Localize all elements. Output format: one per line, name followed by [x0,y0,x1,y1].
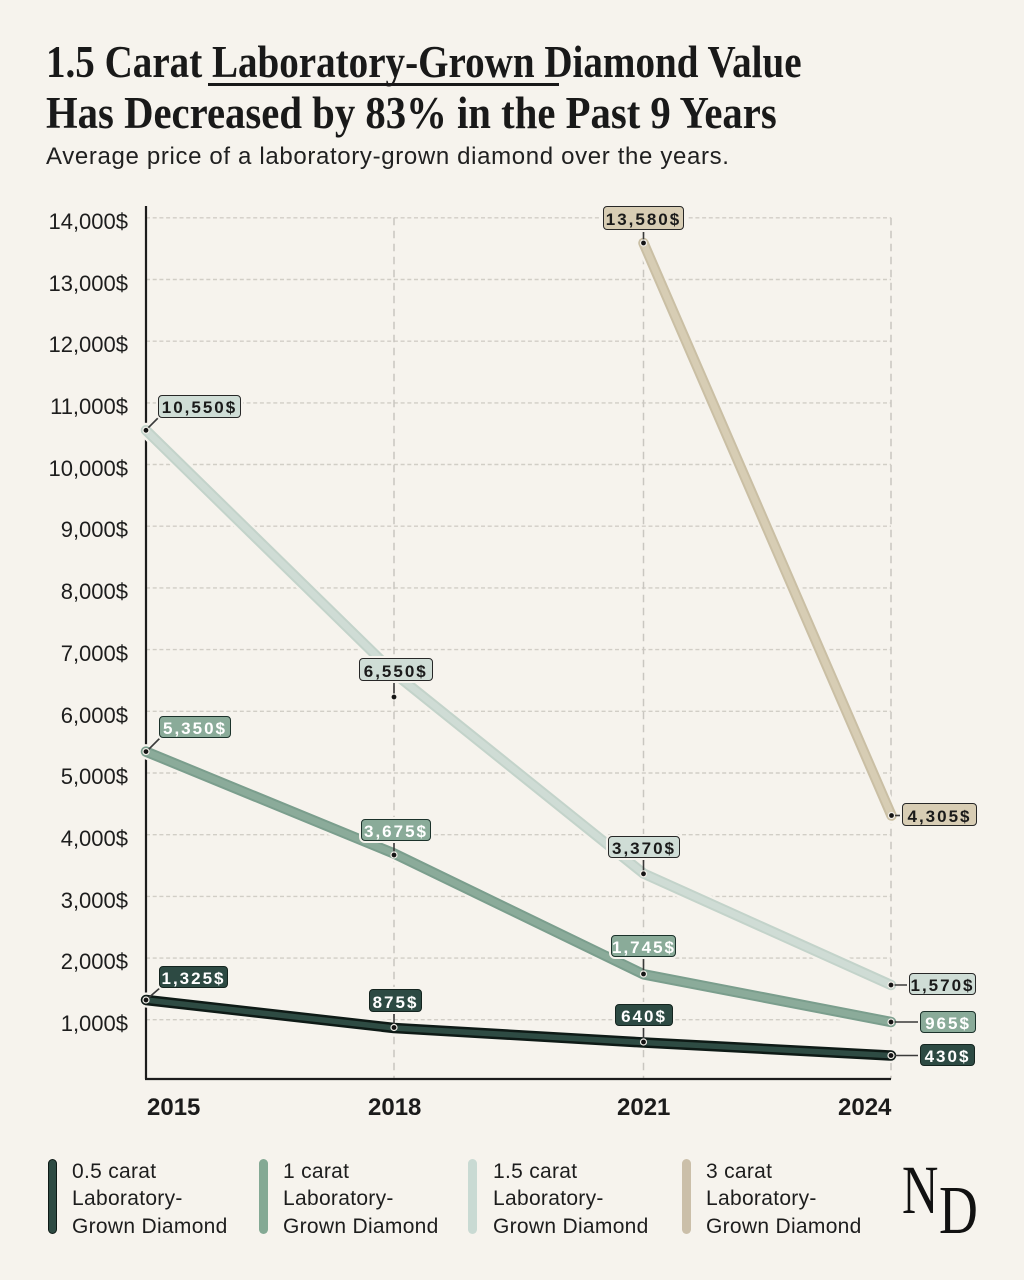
svg-text:D: D [939,1173,978,1249]
svg-text:N: N [902,1152,938,1229]
